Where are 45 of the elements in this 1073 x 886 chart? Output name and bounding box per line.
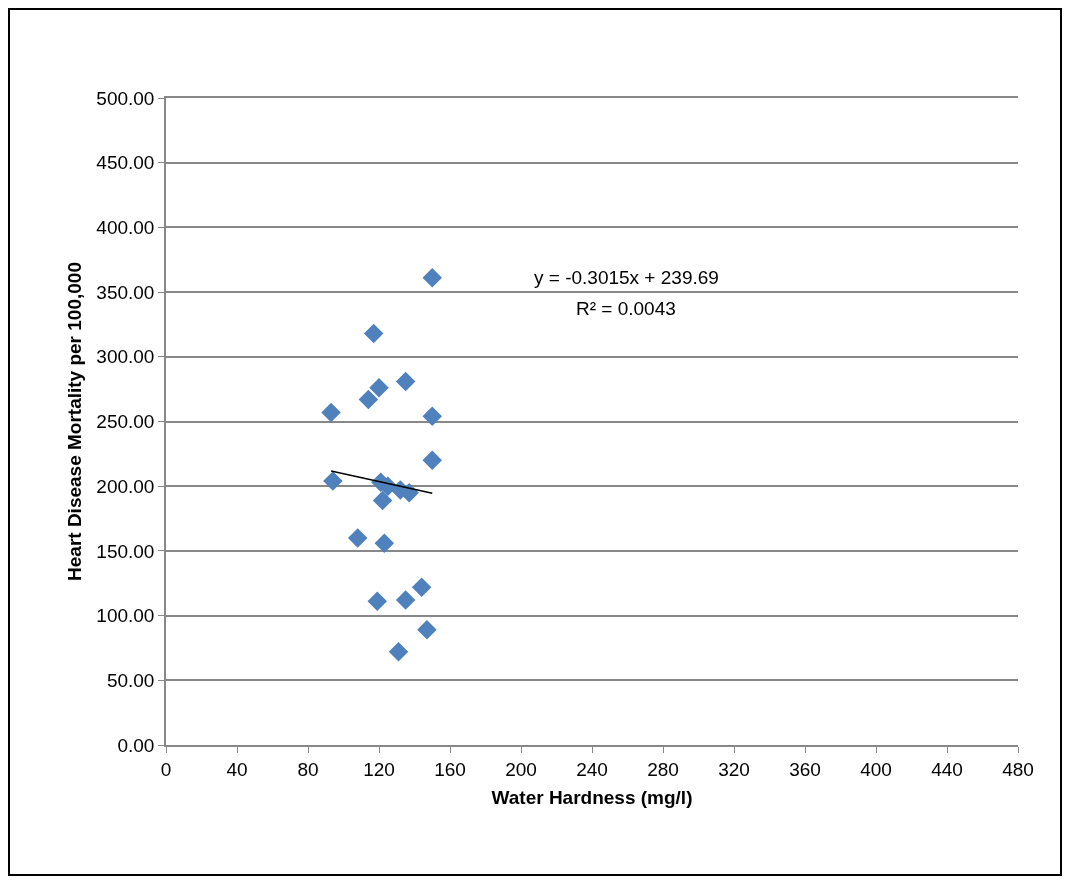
point <box>422 268 442 288</box>
point <box>369 378 389 398</box>
y-tick-label: 300.00 <box>96 346 155 368</box>
x-tick-label: 0 <box>160 758 172 780</box>
x-tick-label: 240 <box>576 758 608 780</box>
y-tick-label: 50.00 <box>106 669 155 691</box>
point <box>422 450 442 471</box>
point <box>367 591 387 612</box>
x-tick-label: 320 <box>718 758 750 780</box>
y-tick-label: 450.00 <box>96 152 155 174</box>
x-tick-label: 400 <box>860 758 892 780</box>
annotation: y = -0.3015x + 239.69 <box>534 267 719 288</box>
point <box>411 577 432 597</box>
y-tick-label: 200.00 <box>96 475 155 497</box>
x-tick-label: 440 <box>931 758 963 780</box>
x-tick-label: 80 <box>297 758 319 780</box>
point <box>358 389 379 410</box>
point <box>323 471 343 491</box>
y-axis-title: Heart Disease Mortality per 100,000 <box>63 262 85 581</box>
y-tick-label: 350.00 <box>96 281 155 303</box>
x-axis-title: Water Hardness (mg/l) <box>491 786 693 808</box>
y-tick-label: 150.00 <box>96 540 155 562</box>
point <box>422 406 442 427</box>
point <box>417 620 437 640</box>
point <box>388 642 409 662</box>
point <box>374 533 395 553</box>
x-tick-label: 480 <box>1002 758 1034 780</box>
point <box>321 402 341 423</box>
x-tick-label: 280 <box>647 758 679 780</box>
point <box>395 371 416 392</box>
x-tick-label: 120 <box>363 758 395 780</box>
point <box>363 323 384 344</box>
y-tick-label: 0.00 <box>117 734 155 756</box>
point <box>372 490 393 511</box>
y-tick-label: 500.00 <box>96 87 155 109</box>
point <box>395 590 416 610</box>
x-tick-label: 160 <box>434 758 466 780</box>
y-tick-label: 100.00 <box>96 605 155 627</box>
y-tick-label: 400.00 <box>96 217 155 239</box>
y-tick-label: 250.00 <box>96 411 155 433</box>
x-tick-label: 40 <box>226 758 248 780</box>
x-tick-label: 200 <box>505 758 537 780</box>
point <box>347 528 368 548</box>
annotation: R² = 0.0043 <box>576 298 676 319</box>
x-tick-label: 360 <box>789 758 821 780</box>
